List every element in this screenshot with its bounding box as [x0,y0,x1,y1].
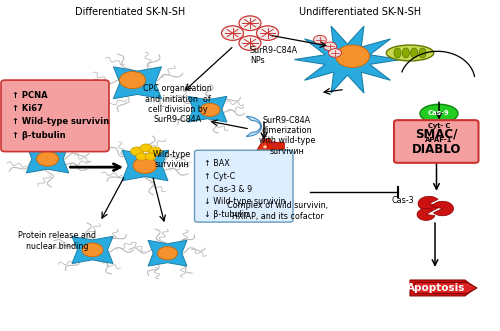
Text: Differentiated SK-N-SH: Differentiated SK-N-SH [75,7,185,17]
Circle shape [140,144,152,152]
Circle shape [239,16,261,30]
Ellipse shape [415,127,465,154]
Circle shape [120,71,146,89]
Text: Apoptosis: Apoptosis [407,283,465,293]
Text: Cas-9: Cas-9 [428,110,450,116]
Ellipse shape [410,48,418,58]
Circle shape [130,147,143,156]
Ellipse shape [419,48,426,58]
FancyBboxPatch shape [268,142,284,152]
Polygon shape [294,26,401,93]
Circle shape [314,35,326,44]
Circle shape [239,36,261,50]
Polygon shape [122,150,168,181]
Text: APAF-1: APAF-1 [425,137,453,143]
Polygon shape [148,240,187,266]
Circle shape [36,152,59,166]
Text: Undifferentiated SK-N-SH: Undifferentiated SK-N-SH [299,7,421,17]
Ellipse shape [394,48,401,58]
Text: Complex of wild survivin,
HXIAP, and its cofactor: Complex of wild survivin, HXIAP, and its… [227,202,328,221]
Polygon shape [417,209,435,220]
Text: Cas-3: Cas-3 [391,196,413,205]
Text: SurR9-C84A
NPs: SurR9-C84A NPs [250,46,298,65]
Circle shape [200,103,220,117]
Polygon shape [188,96,227,122]
Polygon shape [26,145,68,173]
Circle shape [133,158,157,173]
Circle shape [324,42,336,51]
Polygon shape [415,282,477,293]
Polygon shape [256,139,274,172]
Text: Wild-type
survivин: Wild-type survivин [152,150,190,169]
FancyBboxPatch shape [1,80,109,152]
Text: Cyt- C: Cyt- C [428,123,450,129]
Ellipse shape [263,145,267,148]
Text: SurR9-C84A
dimerization
with wild-type
survivин: SurR9-C84A dimerization with wild-type s… [259,116,315,156]
Polygon shape [72,236,113,263]
Circle shape [328,49,342,57]
Circle shape [145,153,156,160]
Ellipse shape [421,118,457,136]
Circle shape [136,153,147,160]
Ellipse shape [420,104,458,123]
Circle shape [158,247,178,260]
Polygon shape [432,201,454,216]
FancyBboxPatch shape [394,120,478,163]
Text: SMAC/
DIABLO: SMAC/ DIABLO [412,127,461,156]
Ellipse shape [402,48,409,58]
Text: ↑ BAX
↑ Cyt-C
↑ Cas-3 & 9
↓ Wild-type survivin
↓ β-tubulin: ↑ BAX ↑ Cyt-C ↑ Cas-3 & 9 ↓ Wild-type su… [204,159,285,219]
FancyBboxPatch shape [194,150,293,222]
Text: ↑ PCNA
↑ Ki67
↑ Wild-type survivin
↑ β-tubulin: ↑ PCNA ↑ Ki67 ↑ Wild-type survivin ↑ β-t… [12,91,110,140]
Ellipse shape [386,45,434,61]
Circle shape [148,147,162,156]
Circle shape [256,26,278,40]
Polygon shape [418,196,440,211]
Circle shape [222,26,244,40]
Text: Protein release and
nuclear binding: Protein release and nuclear binding [18,231,96,251]
Polygon shape [410,280,475,296]
Polygon shape [246,117,262,136]
Circle shape [336,45,370,68]
Polygon shape [114,67,162,99]
Text: CPC organization
and initiation  of
cell division by
SurR9-C84A: CPC organization and initiation of cell … [143,84,212,124]
Circle shape [82,243,103,257]
